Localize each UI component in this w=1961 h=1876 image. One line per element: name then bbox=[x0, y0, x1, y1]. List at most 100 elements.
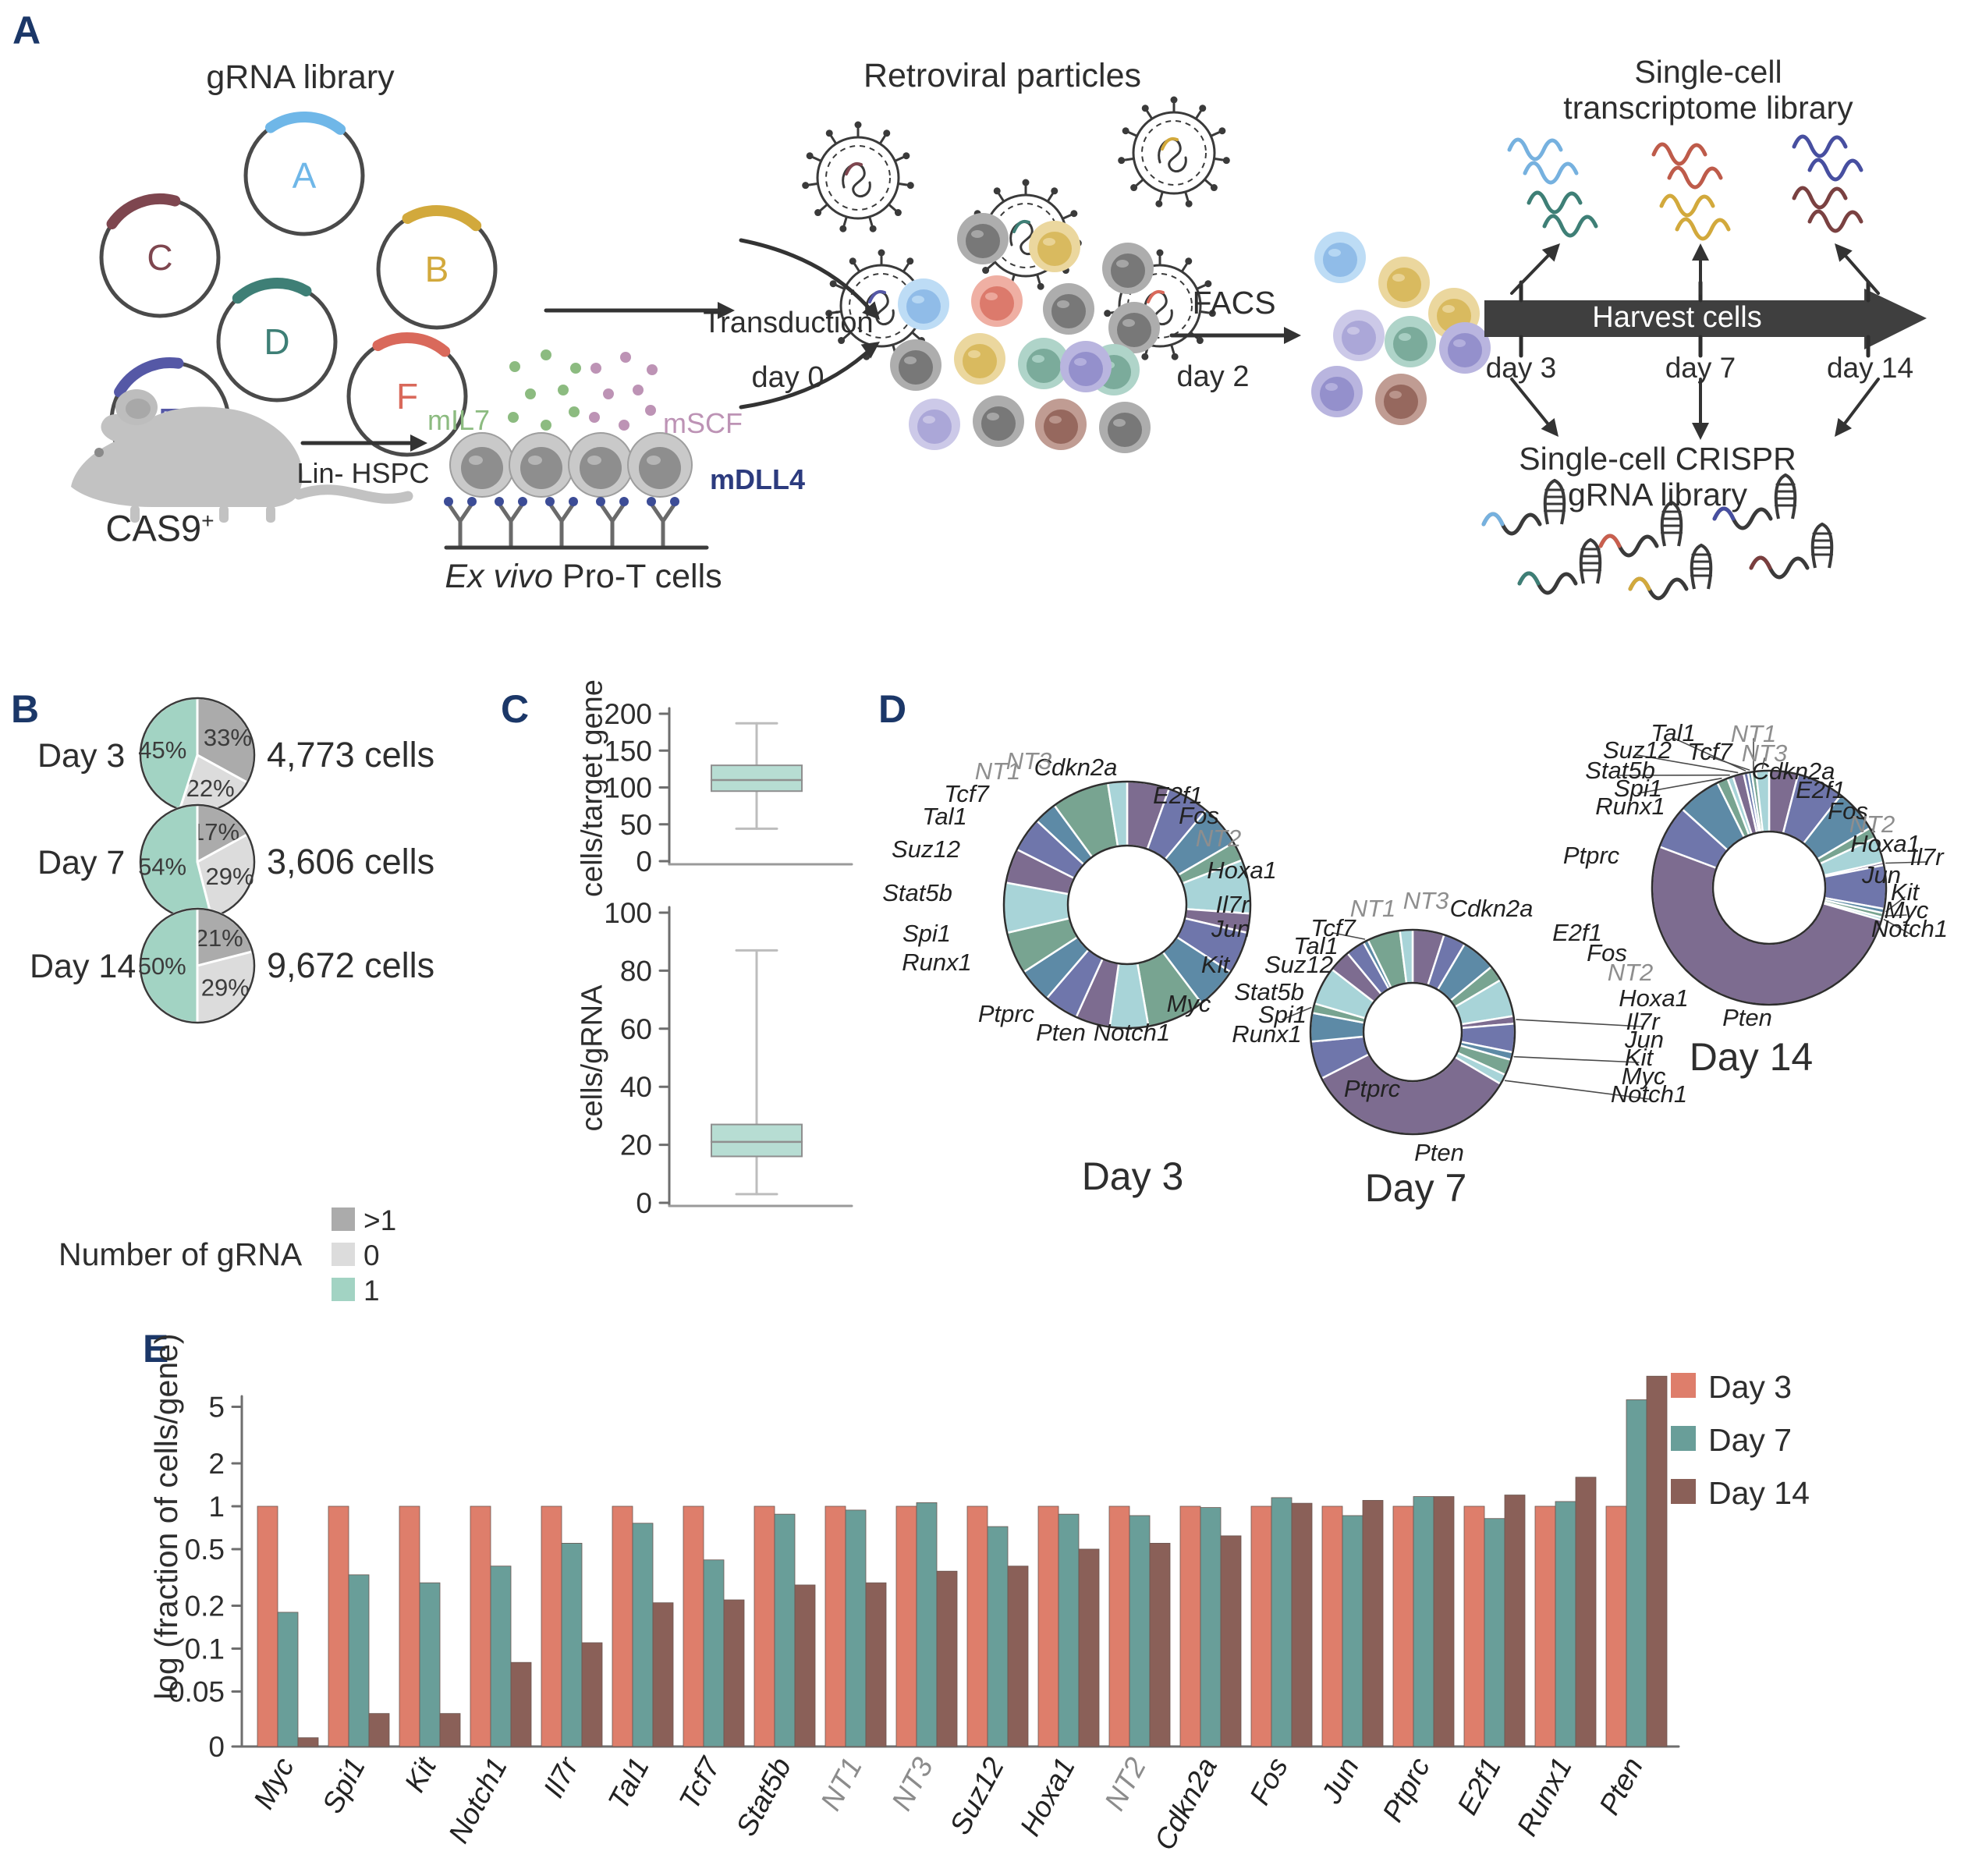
donut-gene-label: Myc bbox=[1885, 896, 1929, 924]
bar-day14 bbox=[723, 1599, 745, 1747]
bar-day3 bbox=[541, 1505, 562, 1747]
bar-day7 bbox=[1484, 1518, 1505, 1747]
donut-gene-label: Spi1 bbox=[902, 920, 951, 947]
donut-title: Day 3 bbox=[1082, 1154, 1184, 1198]
bar-gene-label: Cdkn2a bbox=[1148, 1753, 1223, 1856]
bar-day7 bbox=[774, 1513, 796, 1747]
donut-gene-label: NT1 bbox=[1350, 895, 1396, 922]
day14-cell-count: 9,672 cells bbox=[267, 945, 435, 985]
pie-percent-label: 22% bbox=[186, 775, 235, 802]
donut-gene-label: Tcf7 bbox=[944, 780, 990, 807]
donut-gene-label: Jun bbox=[1211, 915, 1250, 942]
grna-hairpin-icon bbox=[1749, 522, 1834, 580]
panel-e-letter: E bbox=[143, 1327, 169, 1371]
grna-legend-0-label: 0 bbox=[363, 1239, 380, 1271]
donut-gene-label: Runx1 bbox=[1595, 793, 1665, 820]
bar-day7 bbox=[277, 1612, 299, 1747]
mouse-cas9-label: CAS9+ bbox=[105, 507, 215, 549]
grna-hairpin-icon bbox=[1598, 500, 1683, 558]
bar-gene-label: Jun bbox=[1314, 1753, 1365, 1810]
axis-tick-label: 50 bbox=[620, 809, 652, 841]
timeline-day3-label: day 3 bbox=[1485, 352, 1557, 384]
bar-group-jun: Jun bbox=[1314, 1500, 1384, 1810]
grna-legend-1-label: 1 bbox=[363, 1275, 380, 1307]
donut-gene-label: Myc bbox=[1167, 990, 1211, 1017]
donut-gene-label: Ptprc bbox=[1344, 1075, 1401, 1102]
sorted-cell-pool-icon bbox=[1311, 232, 1491, 425]
donut-gene-label: Notch1 bbox=[1094, 1019, 1170, 1046]
panel-c-letter: C bbox=[501, 687, 530, 731]
ex-vivo-label: Ex vivo Pro-T cells bbox=[445, 558, 722, 595]
day2-label: day 2 bbox=[1176, 360, 1250, 393]
donut-gene-label: NT1 bbox=[975, 757, 1021, 785]
antibody-icon bbox=[647, 497, 679, 548]
bar-gene-label: Suz12 bbox=[944, 1752, 1011, 1839]
mouse-icon bbox=[71, 389, 413, 523]
axis-tick-label: 200 bbox=[604, 698, 652, 730]
bar-day7 bbox=[1200, 1507, 1222, 1747]
donut-gene-label: Fos bbox=[1587, 939, 1627, 966]
rna-squiggle-icon bbox=[1527, 190, 1598, 238]
bar-group-notch1: Notch1 bbox=[442, 1505, 532, 1848]
donut-title: Day 7 bbox=[1365, 1166, 1467, 1210]
pie-day3-label: Day 3 bbox=[37, 737, 126, 775]
bar-day3 bbox=[1605, 1505, 1627, 1747]
bar-day7 bbox=[703, 1559, 725, 1747]
pie-percent-label: 45% bbox=[138, 736, 186, 764]
harvest-down-arrow-day14 bbox=[1835, 378, 1880, 437]
bar-day3 bbox=[1534, 1505, 1556, 1747]
bar-gene-label: Hoxa1 bbox=[1014, 1753, 1081, 1842]
panel-d-letter: D bbox=[878, 687, 907, 731]
grna-library-title: gRNA library bbox=[206, 59, 395, 96]
pie-percent-label: 17% bbox=[191, 818, 239, 846]
mil7-dots-icon bbox=[508, 349, 581, 431]
donut-gene-label: NT2 bbox=[1849, 810, 1895, 838]
transcriptome-title-line1: Single-cell bbox=[1634, 54, 1782, 90]
bar-group-tcf7: Tcf7 bbox=[673, 1505, 745, 1814]
donut-gene-label: Ptprc bbox=[978, 1000, 1035, 1027]
bar-gene-label: Spi1 bbox=[316, 1753, 371, 1819]
donut-title: Day 14 bbox=[1690, 1035, 1813, 1079]
bar-gene-label: Kit bbox=[399, 1751, 443, 1797]
bar-day14 bbox=[652, 1602, 674, 1747]
donut-gene-label: Pten bbox=[1414, 1139, 1464, 1166]
bar-day7 bbox=[987, 1526, 1009, 1747]
bar-day14 bbox=[1575, 1477, 1597, 1747]
grna-hairpin-icon bbox=[1628, 543, 1713, 601]
bar-day14 bbox=[1220, 1535, 1242, 1747]
grna-hairpin-icon bbox=[1481, 478, 1566, 536]
donut-gene-label: NT3 bbox=[1403, 887, 1449, 914]
donut-gene-label: Cdkn2a bbox=[1450, 895, 1534, 922]
harvest-cells-label: Harvest cells bbox=[1592, 301, 1762, 334]
bar-group-spi1: Spi1 bbox=[316, 1505, 390, 1819]
day3-cell-count: 4,773 cells bbox=[267, 735, 435, 775]
donut-gene-label: NT3 bbox=[1006, 747, 1052, 775]
pie-day7-label: Day 7 bbox=[37, 844, 126, 881]
bar-day7 bbox=[419, 1582, 441, 1747]
axis-tick-label: 20 bbox=[620, 1130, 652, 1161]
boxplot-0: 0 50 100 150 200 bbox=[604, 698, 853, 878]
donut-gene-label: Tcf7 bbox=[1310, 914, 1356, 942]
harvest-timeline bbox=[1484, 280, 1927, 358]
plasmid-c-icon: C bbox=[99, 193, 221, 318]
retroviral-title: Retroviral particles bbox=[863, 57, 1142, 94]
bar-gene-label: Myc bbox=[247, 1752, 300, 1814]
bar-day14 bbox=[1504, 1495, 1526, 1747]
legend-day3-label: Day 3 bbox=[1708, 1369, 1793, 1405]
donut-gene-label: Il7r bbox=[1626, 1008, 1661, 1035]
pie-percent-label: 29% bbox=[206, 863, 254, 890]
donut-gene-label: Fos bbox=[1179, 802, 1219, 829]
bar-day7 bbox=[916, 1502, 938, 1747]
panel-a-artwork: CABDEF bbox=[71, 96, 1927, 601]
bar-day7 bbox=[1555, 1501, 1576, 1747]
bar-day14 bbox=[1149, 1542, 1171, 1747]
grna-hairpin-icon bbox=[1517, 537, 1602, 595]
bar-day14 bbox=[1291, 1502, 1313, 1747]
bar-gene-label: Stat5b bbox=[730, 1753, 797, 1842]
antibody-icon bbox=[444, 497, 477, 548]
crispr-title-line1: Single-cell CRISPR bbox=[1519, 441, 1796, 477]
bar-day7 bbox=[845, 1509, 867, 1747]
axis-tick-label: 0.2 bbox=[185, 1591, 225, 1622]
donut-gene-label: Tcf7 bbox=[1687, 738, 1733, 765]
